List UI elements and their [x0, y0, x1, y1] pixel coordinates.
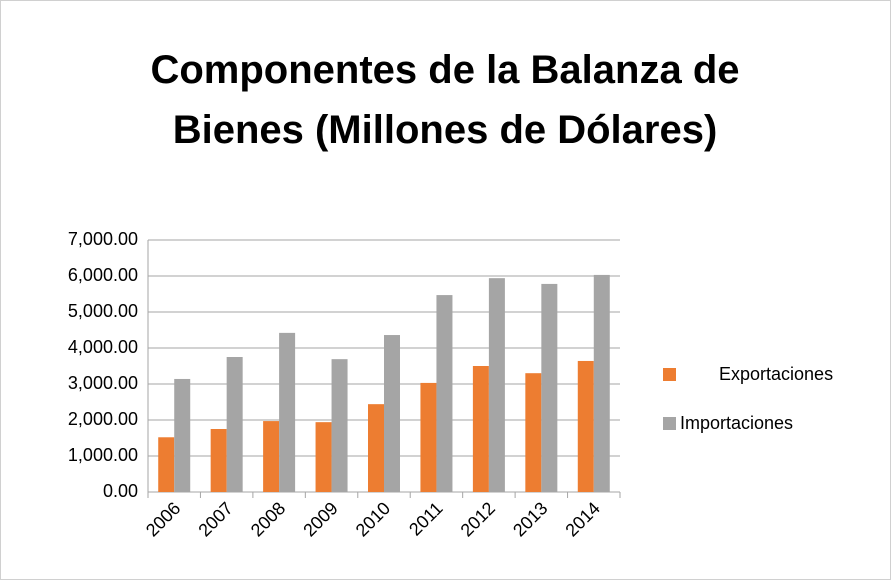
y-tick-label: 5,000.00: [68, 301, 138, 321]
bar: [541, 283, 558, 492]
bar: [315, 422, 332, 492]
bar: [420, 382, 437, 492]
bar: [158, 437, 175, 492]
bar: [226, 357, 243, 492]
x-tick-label: 2007: [194, 498, 236, 540]
y-tick-label: 0.00: [103, 481, 138, 501]
x-tick-label: 2012: [457, 498, 499, 540]
bar: [368, 404, 384, 492]
y-tick-label: 1,000.00: [68, 445, 138, 465]
legend-label: Exportaciones: [719, 364, 833, 384]
y-tick-label: 6,000.00: [68, 265, 138, 285]
x-tick-label: 2014: [562, 498, 604, 540]
bar: [384, 335, 400, 492]
bar: [174, 378, 191, 492]
x-tick-label: 2013: [509, 498, 551, 540]
bar: [436, 295, 453, 492]
bar: [593, 274, 610, 492]
bar: [577, 360, 594, 492]
y-tick-label: 7,000.00: [68, 229, 138, 249]
chart-title: Componentes de la Balanza de Bienes (Mil…: [150, 48, 740, 152]
x-tick-label: 2010: [352, 498, 394, 540]
y-tick-label: 2,000.00: [68, 409, 138, 429]
x-tick-label: 2011: [405, 498, 447, 540]
bar: [488, 278, 505, 492]
y-tick-label: 4,000.00: [68, 337, 138, 357]
bar: [331, 359, 348, 492]
bar: [472, 366, 489, 492]
x-tick-label: 2009: [299, 498, 341, 540]
x-tick-label: 2006: [142, 498, 184, 540]
legend-swatch: [663, 417, 676, 430]
y-tick-label: 3,000.00: [68, 373, 138, 393]
bar: [263, 421, 280, 492]
x-tick-label: 2008: [247, 498, 289, 540]
bar: [210, 429, 227, 492]
legend-swatch: [663, 368, 676, 381]
legend-label: Importaciones: [680, 413, 793, 433]
bar: [525, 373, 542, 492]
bar: [279, 332, 296, 492]
